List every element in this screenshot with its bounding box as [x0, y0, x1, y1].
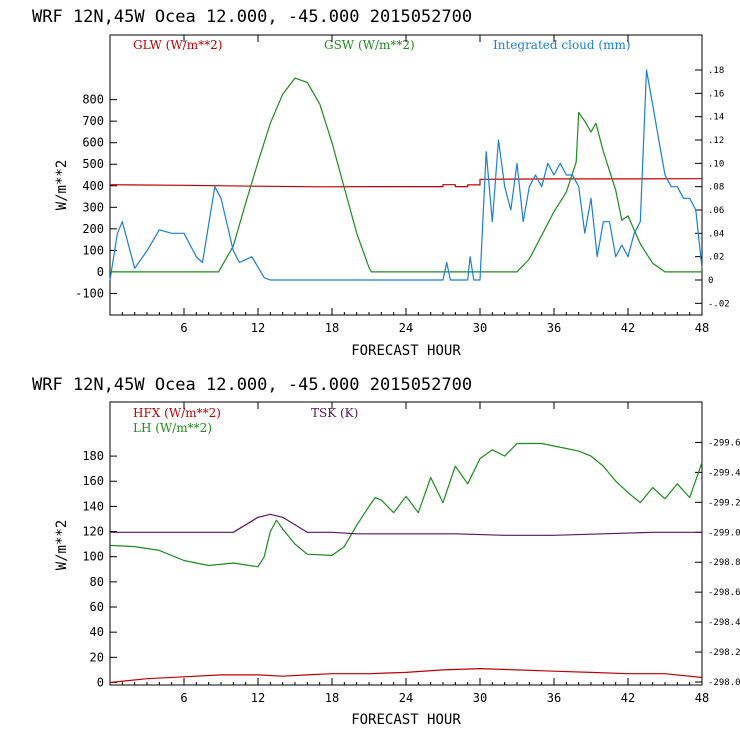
series-line-hfx — [109, 667, 703, 684]
bottom-right-ticks: -299.6 -299.4 -299.2 -299.0 -298.8 -298.6 -298… — [695, 438, 740, 688]
series-line-integrated — [109, 69, 703, 281]
y-tick-label: 140 — [82, 499, 104, 513]
y-tick-label: 0 — [97, 265, 104, 279]
legend-gsw: GSW (W/m**2) — [324, 38, 415, 52]
y-tick-label: 700 — [82, 114, 104, 128]
right-tick-label: .08 — [708, 183, 724, 193]
top-panel: WRF 12N,45W Ocea 12.000, -45.000 2015052… — [32, 7, 730, 359]
right-tick-label: -.02 — [708, 299, 730, 309]
right-tick-label: .12 — [708, 136, 724, 146]
series-line-glw — [109, 178, 703, 188]
y-tick-label: 600 — [82, 136, 104, 150]
right-tick-label: -299.6 — [708, 438, 740, 448]
right-tick-label: .10 — [708, 159, 724, 169]
top-x-ticks: 6 12 18 24 30 36 42 48 — [121, 35, 709, 335]
y-tick-label: 160 — [82, 474, 104, 488]
x-tick-label: 24 — [399, 691, 413, 705]
y-tick-label: 100 — [82, 243, 104, 257]
y-tick-label: 60 — [90, 600, 104, 614]
top-x-axis-label: FORECAST HOUR — [351, 343, 461, 359]
right-tick-label: -298.0 — [708, 678, 740, 688]
right-tick-label: .06 — [708, 206, 724, 216]
y-tick-label: 400 — [82, 179, 104, 193]
bottom-series — [109, 442, 703, 684]
top-chart-title: WRF 12N,45W Ocea 12.000, -45.000 2015052… — [32, 7, 472, 27]
right-tick-label: 0 — [708, 276, 713, 286]
x-tick-label: 12 — [251, 691, 265, 705]
right-tick-label: .02 — [708, 253, 724, 263]
bottom-plot-frame — [109, 401, 703, 686]
x-tick-label: 48 — [695, 691, 709, 705]
x-tick-label: 18 — [325, 321, 339, 335]
y-tick-label: 500 — [82, 157, 104, 171]
right-tick-label: -298.8 — [708, 558, 740, 568]
series-line-lh — [109, 442, 703, 568]
top-y-ticks: 800 700 600 500 400 300 200 100 0 -100 — [75, 93, 117, 300]
x-tick-label: 6 — [180, 691, 187, 705]
bottom-y-ticks: 180 160 140 120 100 80 60 40 20 0 — [82, 449, 117, 689]
series-line-gsw — [110, 77, 702, 273]
x-tick-label: 48 — [695, 321, 709, 335]
right-tick-label: .04 — [708, 229, 724, 239]
top-y-axis-label: W/m**2 — [54, 160, 70, 211]
right-tick-label: .18 — [708, 66, 724, 76]
y-tick-label: 180 — [82, 449, 104, 463]
legend-lh: LH (W/m**2) — [133, 421, 212, 435]
bottom-x-axis-label: FORECAST HOUR — [351, 712, 461, 728]
y-tick-label: 40 — [90, 625, 104, 639]
right-tick-label: -299.2 — [708, 498, 740, 508]
y-tick-label: 20 — [90, 650, 104, 664]
right-tick-label: .14 — [708, 113, 724, 123]
x-tick-label: 36 — [547, 321, 561, 335]
right-tick-label: .16 — [708, 89, 724, 99]
top-series — [109, 69, 703, 281]
x-tick-label: 12 — [251, 321, 265, 335]
x-tick-label: 36 — [547, 691, 561, 705]
legend-hfx: HFX (W/m**2) — [133, 406, 221, 420]
y-tick-label: -100 — [75, 286, 104, 300]
series-line-tsk — [110, 513, 702, 536]
x-tick-label: 30 — [473, 691, 487, 705]
top-plot-frame — [109, 34, 703, 316]
right-tick-label: -299.4 — [708, 468, 740, 478]
legend-glw: GLW (W/m**2) — [133, 38, 222, 52]
x-tick-label: 6 — [180, 321, 187, 335]
y-tick-label: 80 — [90, 575, 104, 589]
y-tick-label: 120 — [82, 525, 104, 539]
x-tick-label: 30 — [473, 321, 487, 335]
bottom-chart-title: WRF 12N,45W Ocea 12.000, -45.000 2015052… — [32, 375, 472, 395]
x-tick-label: 42 — [621, 691, 635, 705]
x-tick-label: 18 — [325, 691, 339, 705]
right-tick-label: -299.0 — [708, 528, 740, 538]
right-tick-label: -298.6 — [708, 588, 740, 598]
legend-integrated-cloud: Integrated cloud (mm) — [493, 38, 631, 52]
bottom-x-ticks: 6 12 18 24 30 36 42 48 — [121, 402, 709, 705]
legend-tsk: TSK (K) — [311, 406, 358, 420]
top-right-ticks: .18 .16 .14 .12 .10 .08 .06 .04 .02 0 -.02 — [695, 66, 730, 309]
right-tick-label: -298.2 — [708, 648, 740, 658]
y-tick-label: 200 — [82, 222, 104, 236]
y-tick-label: 800 — [82, 93, 104, 107]
bottom-panel: WRF 12N,45W Ocea 12.000, -45.000 2015052… — [32, 375, 740, 728]
y-tick-label: 0 — [97, 675, 104, 689]
x-tick-label: 24 — [399, 321, 413, 335]
bottom-y-axis-label: W/m**2 — [54, 520, 70, 571]
right-tick-label: -298.4 — [708, 618, 740, 628]
y-tick-label: 100 — [82, 550, 104, 564]
y-tick-label: 300 — [82, 200, 104, 214]
x-tick-label: 42 — [621, 321, 635, 335]
